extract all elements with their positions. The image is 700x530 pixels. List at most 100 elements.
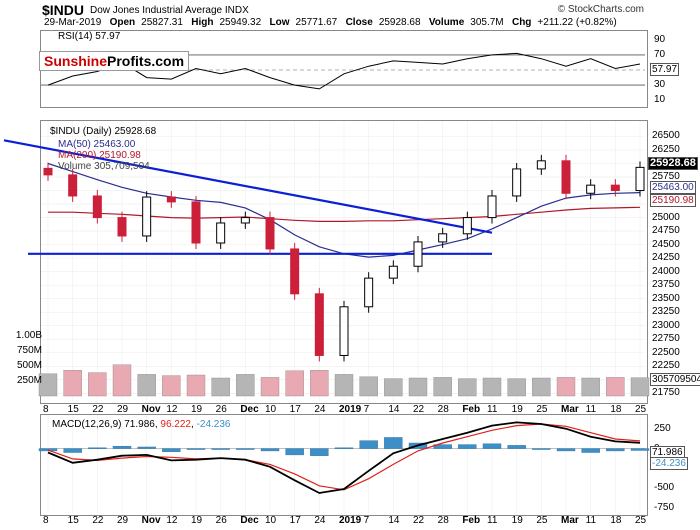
x-tick-label: Feb — [462, 515, 481, 526]
macd-histogram-bar — [63, 448, 82, 453]
index-name: Dow Jones Industrial Average INDX — [90, 5, 249, 16]
macd-histogram-bar — [458, 444, 477, 449]
macd-histogram-bar — [186, 448, 206, 450]
x-tick-label: 10 — [265, 515, 277, 526]
x-tick-label: 7 — [363, 515, 370, 526]
x-tick-label: 15 — [67, 404, 79, 415]
price-tick-label: 23250 — [652, 306, 680, 318]
volume-tick-label: 750M — [16, 345, 42, 356]
candle-body — [487, 195, 497, 219]
macd-histogram-bar — [38, 448, 58, 452]
x-tick-label: 19 — [191, 515, 203, 526]
price-tick-label: 22500 — [652, 346, 680, 358]
quote-low: 25771.67 — [295, 17, 338, 28]
volume-tick-label: 500M — [16, 360, 42, 371]
macd-histogram-bar — [359, 440, 378, 449]
price-tick-label: 21750 — [652, 387, 680, 399]
ma50-legend: MA(50) 25463.00 — [58, 139, 136, 150]
x-tick-label: 26 — [215, 404, 227, 415]
volume-tag: 305709504 — [650, 373, 700, 386]
x-tick-label: 15 — [67, 515, 79, 526]
quote-open: 25827.31 — [141, 17, 183, 28]
volume-bar — [63, 370, 82, 397]
volume-bar — [236, 374, 255, 397]
x-tick-label: Dec — [240, 515, 259, 526]
macd-line — [47, 421, 641, 494]
x-tick-label: 29 — [117, 515, 129, 526]
candle-body — [512, 168, 522, 197]
x-tick-label: 17 — [289, 515, 301, 526]
candle-body — [92, 195, 102, 219]
macd-histogram-bar — [630, 448, 650, 451]
volume-bar — [482, 377, 502, 397]
x-tick-label: 19 — [191, 404, 203, 415]
candle-body — [438, 233, 448, 243]
price-tick-label: 23500 — [652, 292, 680, 304]
x-tick-label: 18 — [610, 515, 622, 526]
x-tick-label: 19 — [511, 515, 523, 526]
volume-legend: Volume 305,709,504 — [58, 161, 150, 172]
downtrend-line — [3, 139, 493, 234]
candle-body — [635, 166, 645, 192]
price-tick-label: 22250 — [652, 360, 680, 372]
copyright: © StockCharts.com — [557, 4, 644, 15]
macd-histogram-bar — [581, 448, 600, 453]
volume-bar — [112, 364, 132, 397]
candle-body — [586, 184, 596, 194]
candle-body — [339, 306, 349, 356]
x-tick-label: 17 — [289, 404, 301, 415]
x-tick-label: Nov — [141, 515, 161, 526]
x-tick-label: 25 — [635, 404, 647, 415]
candle-body — [462, 217, 472, 235]
sunshine-profits-logo: SunshineProfits.com — [39, 51, 190, 71]
quote-change: +211.22 (+0.82%) — [537, 17, 617, 28]
macd-histogram-bar — [236, 448, 255, 450]
macd-histogram-bar — [384, 437, 403, 449]
volume-bar — [334, 374, 354, 397]
x-tick-label: 24 — [314, 515, 326, 526]
volume-bar — [532, 377, 551, 397]
volume-bar — [630, 377, 650, 397]
volume-bar — [137, 374, 156, 397]
price-tick-label: 23000 — [652, 319, 680, 331]
price-tick-label: 24250 — [652, 252, 680, 264]
volume-bar — [186, 374, 206, 397]
x-tick-label: 29 — [117, 404, 129, 415]
price-legend: $INDU (Daily) 25928.68 — [50, 126, 157, 137]
volume-bar — [211, 377, 230, 397]
x-tick-label: Mar — [561, 404, 579, 415]
x-tick-label: 25 — [536, 404, 548, 415]
x-tick-label: 22 — [413, 404, 425, 415]
quote-volume: 305.7M — [470, 17, 504, 28]
x-tick-label: 22 — [92, 515, 104, 526]
macd-tick-label: -750 — [654, 502, 675, 514]
quote-line: 29-Mar-2019 Open 25827.31 High 25949.32 Lo… — [44, 17, 617, 28]
x-tick-label: 8 — [43, 515, 49, 526]
x-tick-label: 14 — [388, 404, 400, 415]
macd-histogram-bar — [482, 443, 502, 449]
candle-body — [561, 160, 571, 194]
macd-histogram-bar — [137, 446, 156, 449]
macd-legend: MACD(12,26,9) 71.986, 96.222, -24.236 — [52, 419, 231, 430]
volume-bar — [310, 370, 329, 397]
price-tick-label: 25750 — [652, 171, 680, 183]
volume-bar — [384, 378, 403, 397]
x-tick-label: 11 — [585, 515, 597, 526]
candle-body — [191, 201, 201, 244]
x-tick-label: 25 — [536, 515, 548, 526]
ma200-tag: 25190.98 — [650, 194, 696, 207]
macd-histogram-bar — [433, 444, 452, 449]
price-tick-label: 26250 — [652, 144, 680, 155]
macd-histogram-bar — [260, 448, 280, 452]
x-tick-label: 8 — [43, 404, 49, 415]
volume-bar — [581, 377, 600, 397]
x-tick-label: 7 — [363, 404, 370, 415]
macd-histogram-bar — [334, 447, 354, 449]
price-tick-label: 25000 — [652, 211, 680, 223]
macd-histogram-bar — [211, 448, 230, 450]
x-tick-label: 14 — [388, 515, 400, 526]
x-tick-label: 2019 — [339, 404, 362, 415]
volume-bar — [88, 372, 107, 397]
x-tick-label: Mar — [561, 515, 579, 526]
